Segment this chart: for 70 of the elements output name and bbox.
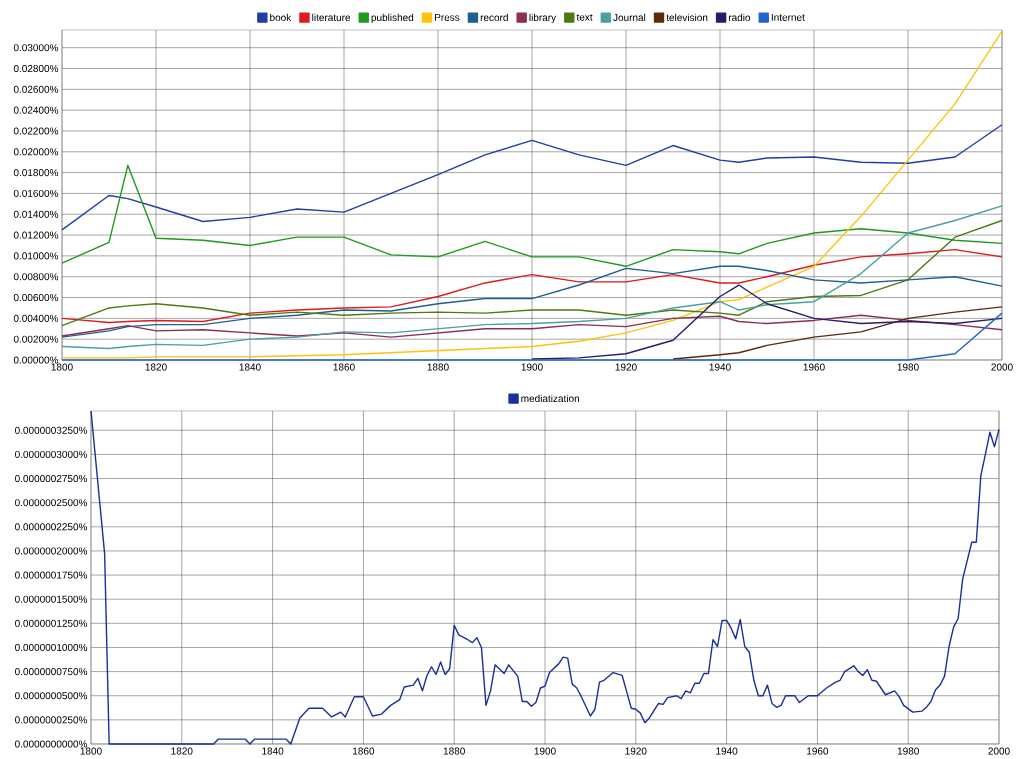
legend-label: radio: [728, 13, 751, 22]
x-tick-label: 1960: [803, 363, 825, 371]
x-tick-label: 1840: [239, 363, 261, 371]
y-tick-label: 0.02600%: [13, 85, 59, 93]
legend-label: literature: [312, 13, 351, 22]
x-tick-label: 1900: [534, 747, 556, 755]
y-tick-label: 0.01800%: [13, 169, 59, 177]
x-tick-label: 1920: [625, 747, 647, 755]
y-tick-label: 0.01000%: [13, 252, 59, 260]
x-tick-label: 1800: [80, 747, 102, 755]
y-tick-label: 0.0000002750%: [15, 475, 88, 483]
x-tick-label: 1880: [427, 363, 449, 371]
y-tick-label: 0.0000000750%: [15, 668, 88, 676]
line-series: [61, 265, 1003, 338]
legend-label: Press: [434, 13, 460, 21]
y-tick-label: 0.0000003250%: [15, 426, 88, 434]
x-tick-label: 2000: [991, 363, 1013, 371]
legend-label: television: [666, 13, 708, 22]
y-tick-label: 0.0000001250%: [15, 619, 88, 627]
y-tick-label: 0.02800%: [13, 64, 59, 73]
x-tick-label: 1840: [262, 747, 284, 755]
y-tick-label: 0.02400%: [13, 106, 59, 114]
y-tick-label: 0.0000001500%: [15, 595, 88, 603]
legend-label: record: [480, 13, 508, 22]
x-tick-label: 1880: [443, 747, 465, 755]
x-tick-label: 1940: [709, 363, 731, 371]
y-tick-label: 0.00200%: [13, 335, 59, 343]
legend-label: text: [576, 14, 593, 21]
x-tick-label: 1860: [353, 747, 375, 755]
y-tick-label: 0.01400%: [13, 210, 59, 218]
x-tick-label: 1820: [145, 363, 167, 371]
legend-label: book: [270, 13, 292, 22]
legend-label: mediatization: [521, 394, 579, 403]
legend-label: Journal: [613, 13, 646, 22]
legend-label: library: [529, 13, 557, 24]
x-tick-label: 1980: [897, 747, 919, 755]
y-tick-label: 0.0000002500%: [15, 499, 88, 507]
x-tick-label: 1960: [807, 747, 829, 755]
line-series: [531, 284, 1003, 360]
x-tick-label: 1980: [897, 363, 919, 371]
y-tick-label: 0.02200%: [13, 127, 59, 135]
y-tick-label: 0.02000%: [13, 148, 59, 156]
x-tick-label: 1820: [171, 747, 193, 755]
line-series: [61, 219, 1003, 327]
y-tick-label: 0.00600%: [13, 293, 59, 302]
y-tick-label: 0.0000002250%: [15, 523, 88, 531]
x-tick-label: 1920: [615, 363, 637, 371]
line-series: [61, 164, 1003, 267]
y-tick-label: 0.0000002000%: [15, 547, 88, 555]
y-tick-label: 0.01200%: [13, 231, 59, 239]
y-tick-label: 0.0000001000%: [15, 643, 88, 651]
line-series: [61, 248, 1003, 324]
legend-label: published: [371, 13, 414, 24]
x-tick-label: 1940: [716, 747, 738, 755]
y-tick-label: 0.01600%: [13, 189, 59, 197]
y-tick-label: 0.0000003000%: [15, 450, 88, 458]
y-tick-label: 0.00000%: [13, 356, 59, 364]
line-series: [672, 306, 1003, 360]
y-tick-label: 0.0000000500%: [15, 692, 88, 700]
y-tick-label: 0.00400%: [13, 314, 59, 322]
y-tick-label: 0.0000000250%: [15, 716, 88, 724]
y-tick-label: 0.00800%: [13, 273, 59, 281]
x-tick-label: 1800: [51, 363, 73, 371]
y-tick-label: 0.0000001750%: [15, 571, 88, 579]
y-tick-label: 0.03000%: [13, 44, 59, 52]
x-tick-label: 1900: [521, 363, 543, 371]
x-tick-label: 2000: [988, 747, 1010, 755]
y-tick-label: 0.0000000000%: [15, 740, 88, 748]
x-tick-label: 1860: [333, 363, 355, 371]
legend-label: Internet: [771, 13, 805, 21]
